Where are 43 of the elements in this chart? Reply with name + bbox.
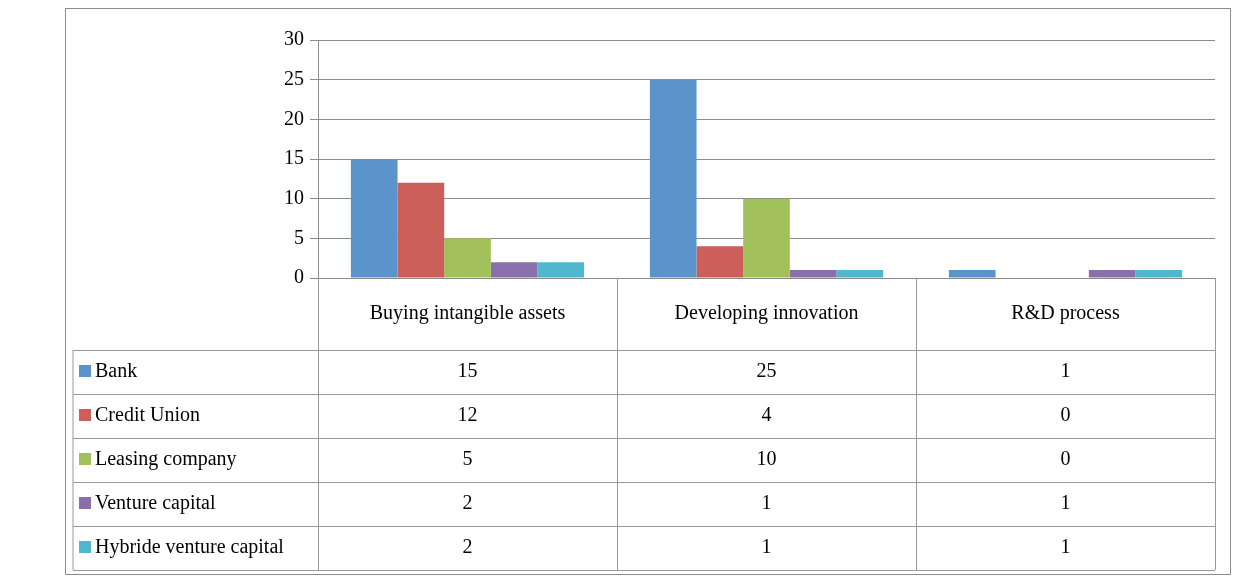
- legend-label: Hybride venture capital: [95, 535, 285, 559]
- y-tick-label: 15: [284, 146, 304, 169]
- legend-label: Bank: [95, 359, 138, 382]
- data-label: 1: [1060, 491, 1071, 514]
- data-label: 12: [457, 403, 478, 426]
- bar: [696, 246, 744, 278]
- bar: [537, 262, 585, 278]
- bar: [1088, 270, 1136, 278]
- y-tick-label: 20: [284, 106, 304, 129]
- bar: [350, 159, 398, 278]
- data-label: 1: [761, 491, 772, 514]
- bar: [743, 198, 790, 278]
- data-label: 0: [1060, 403, 1071, 426]
- y-tick-label: 5: [294, 225, 304, 248]
- data-label: 1: [761, 535, 772, 558]
- data-label: 1: [1060, 359, 1071, 382]
- data-label: 15: [457, 359, 478, 382]
- y-tick-label: 25: [284, 66, 304, 89]
- x-tick-label: Buying intangible assets: [369, 301, 566, 325]
- data-label: 2: [462, 491, 473, 514]
- bar: [444, 238, 491, 278]
- data-label: 0: [1060, 447, 1071, 470]
- legend-label: Leasing company: [95, 447, 237, 471]
- data-label: 10: [756, 447, 777, 470]
- x-tick-label: R&D process: [1011, 301, 1120, 325]
- legend-label: Venture capital: [95, 491, 216, 515]
- bar: [397, 182, 445, 278]
- data-label: 1: [1060, 535, 1071, 558]
- bar: [789, 270, 837, 278]
- legend-label: Credit Union: [95, 403, 200, 426]
- bar: [1135, 270, 1183, 278]
- y-tick-label: 10: [284, 185, 304, 208]
- y-tick-label: 0: [294, 265, 304, 288]
- data-label: 2: [462, 535, 473, 558]
- bar: [836, 270, 884, 278]
- data-label: 4: [761, 403, 772, 426]
- y-tick-label: 30: [284, 27, 304, 50]
- data-label: 25: [756, 359, 777, 382]
- x-tick-label: Developing innovation: [674, 301, 859, 325]
- bar: [649, 79, 697, 278]
- bar: [948, 270, 996, 278]
- bar: [490, 262, 538, 278]
- data-label: 5: [462, 447, 473, 470]
